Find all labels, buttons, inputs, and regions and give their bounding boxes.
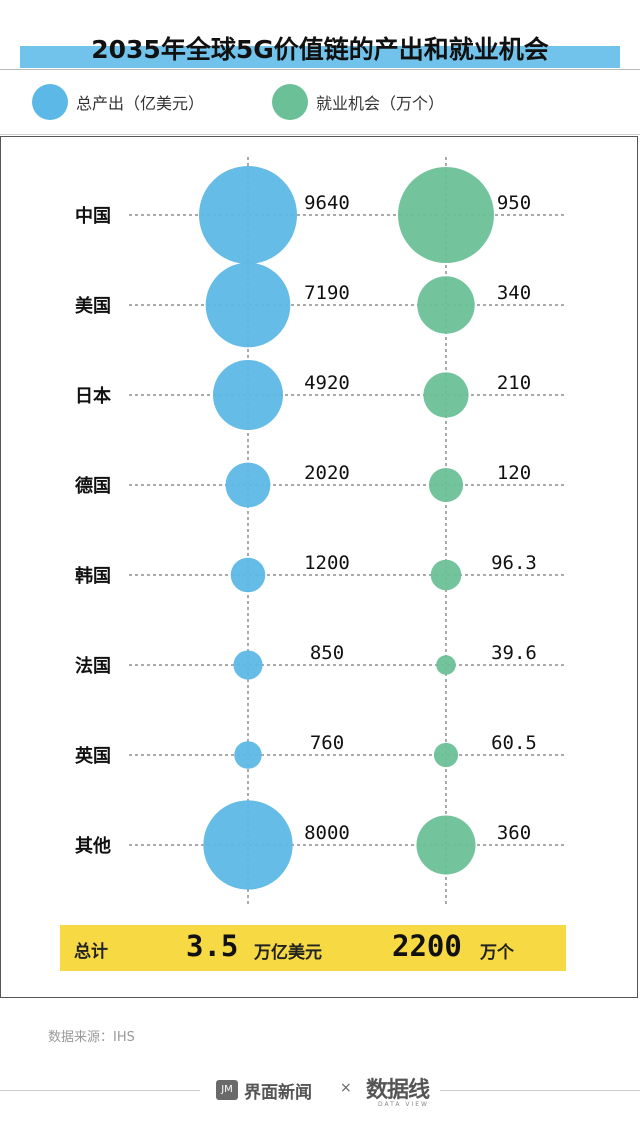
output-bubble [233,650,263,680]
category-label: 韩国 [75,565,111,587]
jobs-bubble [398,167,494,263]
total-output-unit: 万亿美元 [254,943,322,963]
output-bubble [225,462,271,508]
title-highlight-bar [20,46,620,68]
jiemian-logo-text: 界面新闻 [244,1083,312,1103]
jobs-bubble [430,559,462,591]
jobs-value-label: 120 [497,462,531,484]
jobs-value-label: 39.6 [491,642,537,664]
output-bubble [205,262,291,348]
jobs-value-label: 950 [497,192,531,214]
jobs-value-label: 96.3 [491,552,537,574]
output-bubble [212,359,284,431]
jobs-bubble [436,655,456,675]
category-label: 美国 [75,295,111,317]
legend-output-swatch [32,84,68,120]
total-label: 总计 [74,942,108,962]
output-value-label: 4920 [304,372,350,394]
jobs-value-label: 210 [497,372,531,394]
legend-divider [0,134,640,135]
category-label: 法国 [75,655,111,677]
total-jobs-value: 2200 [392,929,462,963]
chart-panel: 中国美国日本德国韩国法国英国其他 9640 7190 4920 2020 1200 850 7… [0,136,638,998]
jobs-value-label: 360 [497,822,531,844]
category-label: 德国 [75,475,111,497]
jobs-value-label: 340 [497,282,531,304]
output-value-label: 7190 [304,282,350,304]
legend-output-label: 总产出（亿美元） [76,94,205,113]
output-value-label: 760 [310,732,344,754]
output-value-label: 850 [310,642,344,664]
title-divider [0,69,640,70]
total-output-value: 3.5 [186,929,239,963]
output-bubble [230,557,266,593]
output-value-label: 2020 [304,462,350,484]
category-label: 英国 [74,745,111,767]
jobs-value-label: 60.5 [491,732,537,754]
legend-jobs-swatch [272,84,308,120]
output-bubble [199,166,297,264]
dataview-logo: 数据线 [366,1077,430,1103]
logo-separator: × [340,1080,352,1096]
output-value-label: 8000 [304,822,350,844]
output-bubble [234,741,262,769]
output-value-label: 9640 [304,192,350,214]
total-jobs-unit: 万个 [480,943,514,963]
jiemian-logo-icon: JM [216,1080,238,1100]
data-source: 数据来源：IHS [48,1030,135,1045]
jobs-bubble [416,815,476,875]
category-label: 日本 [75,385,111,407]
category-label: 中国 [75,205,111,227]
total-bar: 总计 3.5 万亿美元 2200 万个 [60,925,566,971]
output-bubble [203,800,293,890]
category-label: 其他 [75,835,111,857]
jobs-bubble [428,467,464,503]
output-value-label: 1200 [304,552,350,574]
footer-divider-left [0,1090,200,1091]
jobs-bubble [423,372,469,418]
chart-title: 2035年全球5G价值链的产出和就业机会 [91,35,549,64]
footer-divider-right [440,1090,640,1091]
jobs-bubble [417,276,475,334]
dataview-logo-subtitle: DATA VIEW [378,1101,429,1108]
legend-jobs-label: 就业机会（万个） [316,94,445,113]
jobs-bubble [433,742,459,768]
